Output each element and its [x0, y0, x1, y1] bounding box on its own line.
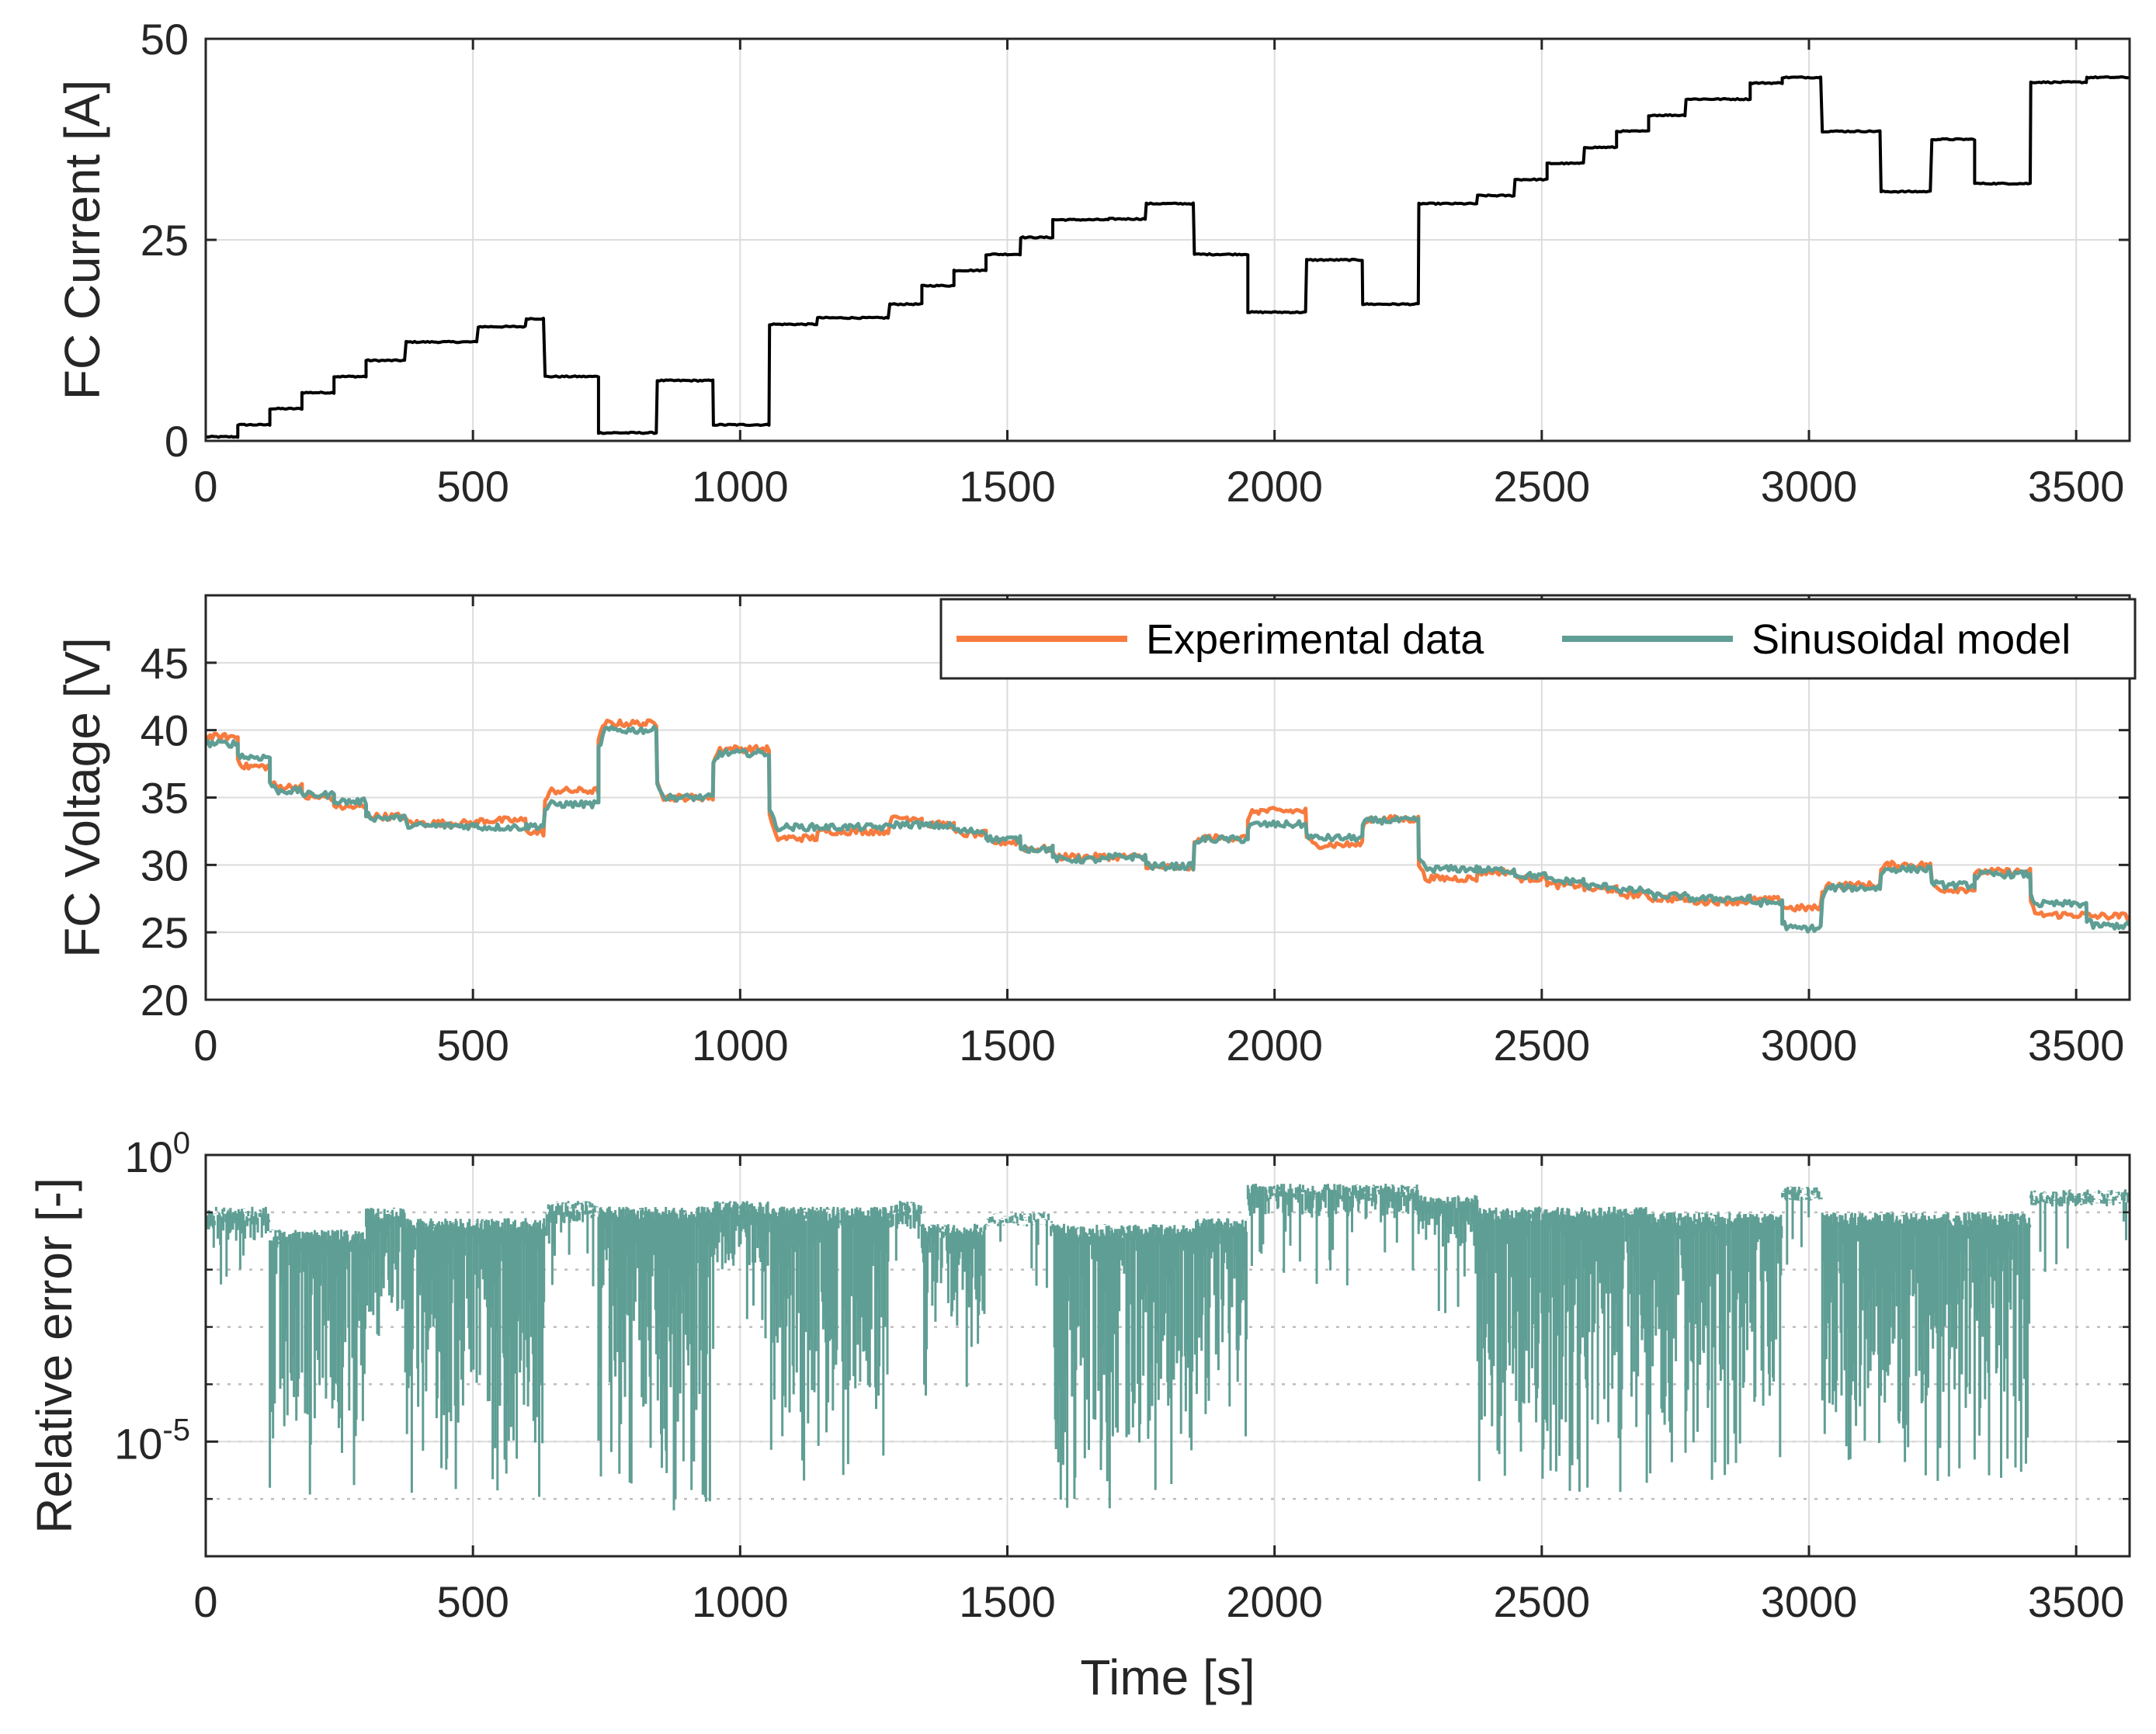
- legend-label-sinusoidal: Sinusoidal model: [1752, 616, 2071, 663]
- x-tick-label: 1500: [959, 1577, 1056, 1626]
- current-y-axis-label: FC Current [A]: [54, 80, 110, 401]
- x-tick-label: 1500: [959, 462, 1056, 511]
- x-tick-label: 2500: [1494, 1577, 1591, 1626]
- x-tick-label: 1500: [959, 1021, 1056, 1070]
- x-tick-label: 3000: [1761, 462, 1858, 511]
- voltage-panel: 0 500 1000 1500 2000 2500 3000 3500 20 25 30 35 40 4…: [54, 594, 2137, 1070]
- error-y-ticks: 100 10-5: [114, 1126, 2130, 1558]
- voltage-y-axis-label: FC Voltage [V]: [54, 637, 110, 958]
- x-tick-label: 3000: [1761, 1021, 1858, 1070]
- x-tick-label: 2000: [1226, 1577, 1323, 1626]
- error-x-ticks: 0 500 1000 1500 2000 2500 3000 3500: [193, 1155, 2124, 1626]
- current-y-ticks: 0 25 50: [141, 15, 2130, 466]
- x-tick-label: 1000: [692, 1021, 789, 1070]
- x-tick-label: 0: [193, 462, 217, 511]
- y-tick-label: 40: [141, 706, 189, 755]
- current-grid: [205, 38, 2130, 442]
- error-y-axis-label: Relative error [-]: [26, 1177, 82, 1534]
- voltage-series: [206, 718, 2130, 934]
- y-tick-label: 25: [141, 908, 189, 957]
- x-tick-label: 2500: [1494, 462, 1591, 511]
- x-tick-label: 2000: [1226, 1021, 1323, 1070]
- current-series: [206, 75, 2130, 439]
- x-tick-label: 0: [193, 1577, 217, 1626]
- x-tick-label: 500: [436, 462, 509, 511]
- sinusoidal-line: [206, 724, 2130, 934]
- error-x-axis-label: Time [s]: [1080, 1649, 1255, 1705]
- x-tick-label: 1000: [692, 462, 789, 511]
- y-tick-label: 10-5: [114, 1413, 190, 1468]
- error-panel: 0 500 1000 1500 2000 2500 3000 3500 100 10-5 Rel…: [26, 1126, 2131, 1705]
- x-tick-label: 0: [193, 1021, 217, 1070]
- x-tick-label: 3500: [2028, 462, 2125, 511]
- error-series: [206, 1184, 2130, 1510]
- y-tick-label: 100: [124, 1126, 190, 1181]
- x-tick-label: 3500: [2028, 1577, 2125, 1626]
- x-tick-label: 3500: [2028, 1021, 2125, 1070]
- y-tick-label: 35: [141, 774, 189, 823]
- y-tick-label: 20: [141, 976, 189, 1025]
- y-tick-label: 45: [141, 639, 189, 688]
- legend-label-experimental: Experimental data: [1146, 616, 1484, 663]
- y-tick-label: 30: [141, 841, 189, 890]
- x-tick-label: 1000: [692, 1577, 789, 1626]
- experimental-line: [206, 718, 2130, 921]
- error-axes-frame: [204, 1153, 2131, 1558]
- relative-error-line: [206, 1184, 2130, 1510]
- legend: Experimental data Sinusoidal model: [939, 598, 2137, 680]
- x-tick-label: 500: [436, 1021, 509, 1070]
- y-tick-label: 25: [141, 216, 189, 265]
- current-x-ticks: 0 500 1000 1500 2000 2500 3000 3500: [193, 39, 2124, 511]
- legend-box: [939, 598, 2137, 680]
- x-tick-label: 500: [436, 1577, 509, 1626]
- current-panel: 0 500 1000 1500 2000 2500 3000 3500 0 25 50 FC Cu…: [54, 15, 2131, 511]
- x-tick-label: 2500: [1494, 1021, 1591, 1070]
- x-tick-label: 2000: [1226, 462, 1323, 511]
- y-tick-label: 0: [165, 417, 189, 466]
- voltage-y-ticks: 20 25 30 35 40 45: [141, 639, 2130, 1025]
- y-tick-label: 50: [141, 15, 189, 64]
- current-line: [206, 75, 2130, 439]
- x-tick-label: 3000: [1761, 1577, 1858, 1626]
